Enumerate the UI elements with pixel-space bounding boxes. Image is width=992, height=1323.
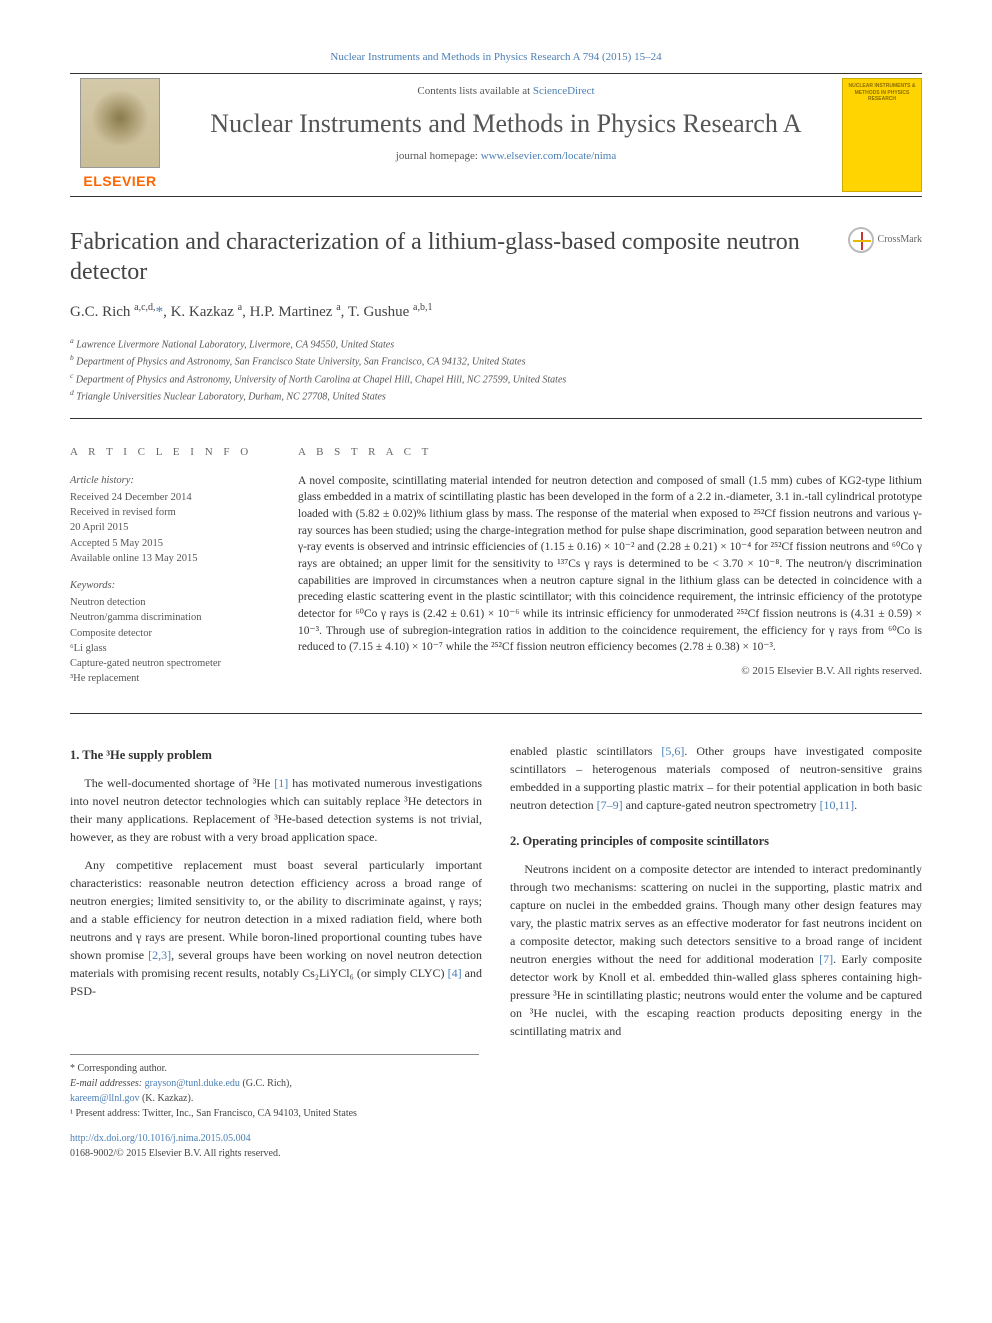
doi-block: http://dx.doi.org/10.1016/j.nima.2015.05… <box>70 1131 922 1161</box>
footnotes: * Corresponding author. E-mail addresses… <box>70 1054 479 1121</box>
email-1-who: (G.C. Rich), <box>240 1078 292 1089</box>
email-line: E-mail addresses: grayson@tunl.duke.edu … <box>70 1076 479 1091</box>
section-1-heading: 1. The ³He supply problem <box>70 746 482 765</box>
authors-line: G.C. Rich a,c,d,*, K. Kazkaz a, H.P. Mar… <box>70 301 922 323</box>
present-address-note: ¹ Present address: Twitter, Inc., San Fr… <box>70 1106 479 1121</box>
body-columns: 1. The ³He supply problem The well-docum… <box>70 742 922 1041</box>
email-2[interactable]: kareem@llnl.gov <box>70 1093 139 1104</box>
journal-title-block: Contents lists available at ScienceDirec… <box>170 78 842 192</box>
history-label: Article history: <box>70 473 270 488</box>
keyword: Neutron detection <box>70 595 270 610</box>
corresponding-author-note: * Corresponding author. <box>70 1061 479 1076</box>
history-line: Received in revised form <box>70 505 270 520</box>
keyword: ³He replacement <box>70 671 270 686</box>
keywords-block: Keywords: Neutron detectionNeutron/gamma… <box>70 578 270 687</box>
keyword: Neutron/gamma discrimination <box>70 610 270 625</box>
top-citation-link[interactable]: Nuclear Instruments and Methods in Physi… <box>70 50 922 65</box>
section-1-p1: The well-documented shortage of ³He [1] … <box>70 774 482 846</box>
contents-line: Contents lists available at ScienceDirec… <box>180 84 832 99</box>
journal-header: ELSEVIER Contents lists available at Sci… <box>70 73 922 197</box>
affiliation-line: c Department of Physics and Astronomy, U… <box>70 370 922 387</box>
sciencedirect-link[interactable]: ScienceDirect <box>533 85 595 97</box>
article-info: A R T I C L E I N F O Article history: R… <box>70 445 270 698</box>
keyword: Capture-gated neutron spectrometer <box>70 656 270 671</box>
citation-ref[interactable]: [4] <box>448 966 462 980</box>
elsevier-tree-icon <box>80 78 160 168</box>
crossmark-label: CrossMark <box>878 233 922 247</box>
section-2-heading: 2. Operating principles of composite sci… <box>510 832 922 851</box>
keyword: ⁶Li glass <box>70 641 270 656</box>
section-1-p3: enabled plastic scintillators [5,6]. Oth… <box>510 742 922 814</box>
citation-ref[interactable]: [1] <box>274 776 288 790</box>
abstract-copyright: © 2015 Elsevier B.V. All rights reserved… <box>298 664 922 679</box>
abstract: A B S T R A C T A novel composite, scint… <box>298 445 922 698</box>
history-line: Accepted 5 May 2015 <box>70 536 270 551</box>
keywords-label: Keywords: <box>70 578 270 593</box>
email-2-who: (K. Kazkaz). <box>139 1093 193 1104</box>
abstract-heading: A B S T R A C T <box>298 445 922 460</box>
citation-ref[interactable]: [7] <box>819 952 833 966</box>
journal-cover-thumbnail: NUCLEAR INSTRUMENTS & METHODS IN PHYSICS… <box>842 78 922 192</box>
history-line: 20 April 2015 <box>70 520 270 535</box>
citation-ref[interactable]: [2,3] <box>148 948 171 962</box>
doi-link[interactable]: http://dx.doi.org/10.1016/j.nima.2015.05… <box>70 1133 251 1144</box>
abstract-text: A novel composite, scintillating materia… <box>298 473 922 656</box>
email-label: E-mail addresses: <box>70 1078 145 1089</box>
journal-homepage: journal homepage: www.elsevier.com/locat… <box>180 149 832 164</box>
affiliations: a Lawrence Livermore National Laboratory… <box>70 335 922 419</box>
issn-copyright: 0168-9002/© 2015 Elsevier B.V. All right… <box>70 1148 280 1159</box>
citation-ref[interactable]: [5,6] <box>661 744 684 758</box>
contents-prefix: Contents lists available at <box>417 85 532 97</box>
publisher-logo: ELSEVIER <box>70 78 170 192</box>
crossmark-icon <box>848 227 874 253</box>
affiliation-line: a Lawrence Livermore National Laboratory… <box>70 335 922 352</box>
article-info-heading: A R T I C L E I N F O <box>70 445 270 460</box>
section-2-p1: Neutrons incident on a composite detecto… <box>510 860 922 1040</box>
crossmark-badge[interactable]: CrossMark <box>832 227 922 253</box>
journal-title: Nuclear Instruments and Methods in Physi… <box>180 108 832 139</box>
keyword: Composite detector <box>70 626 270 641</box>
article-history: Article history: Received 24 December 20… <box>70 473 270 566</box>
citation-ref[interactable]: [10,11] <box>820 798 855 812</box>
journal-cover-text: NUCLEAR INSTRUMENTS & METHODS IN PHYSICS… <box>847 83 917 103</box>
homepage-link[interactable]: www.elsevier.com/locate/nima <box>481 150 617 162</box>
article-title: Fabrication and characterization of a li… <box>70 227 832 287</box>
affiliation-line: d Triangle Universities Nuclear Laborato… <box>70 387 922 404</box>
homepage-prefix: journal homepage: <box>396 150 481 162</box>
citation-ref[interactable]: [7–9] <box>597 798 623 812</box>
history-line: Available online 13 May 2015 <box>70 551 270 566</box>
affiliation-line: b Department of Physics and Astronomy, S… <box>70 352 922 369</box>
history-line: Received 24 December 2014 <box>70 490 270 505</box>
email-1[interactable]: grayson@tunl.duke.edu <box>145 1078 240 1089</box>
section-1-p2: Any competitive replacement must boast s… <box>70 856 482 1000</box>
publisher-name: ELSEVIER <box>83 172 156 192</box>
